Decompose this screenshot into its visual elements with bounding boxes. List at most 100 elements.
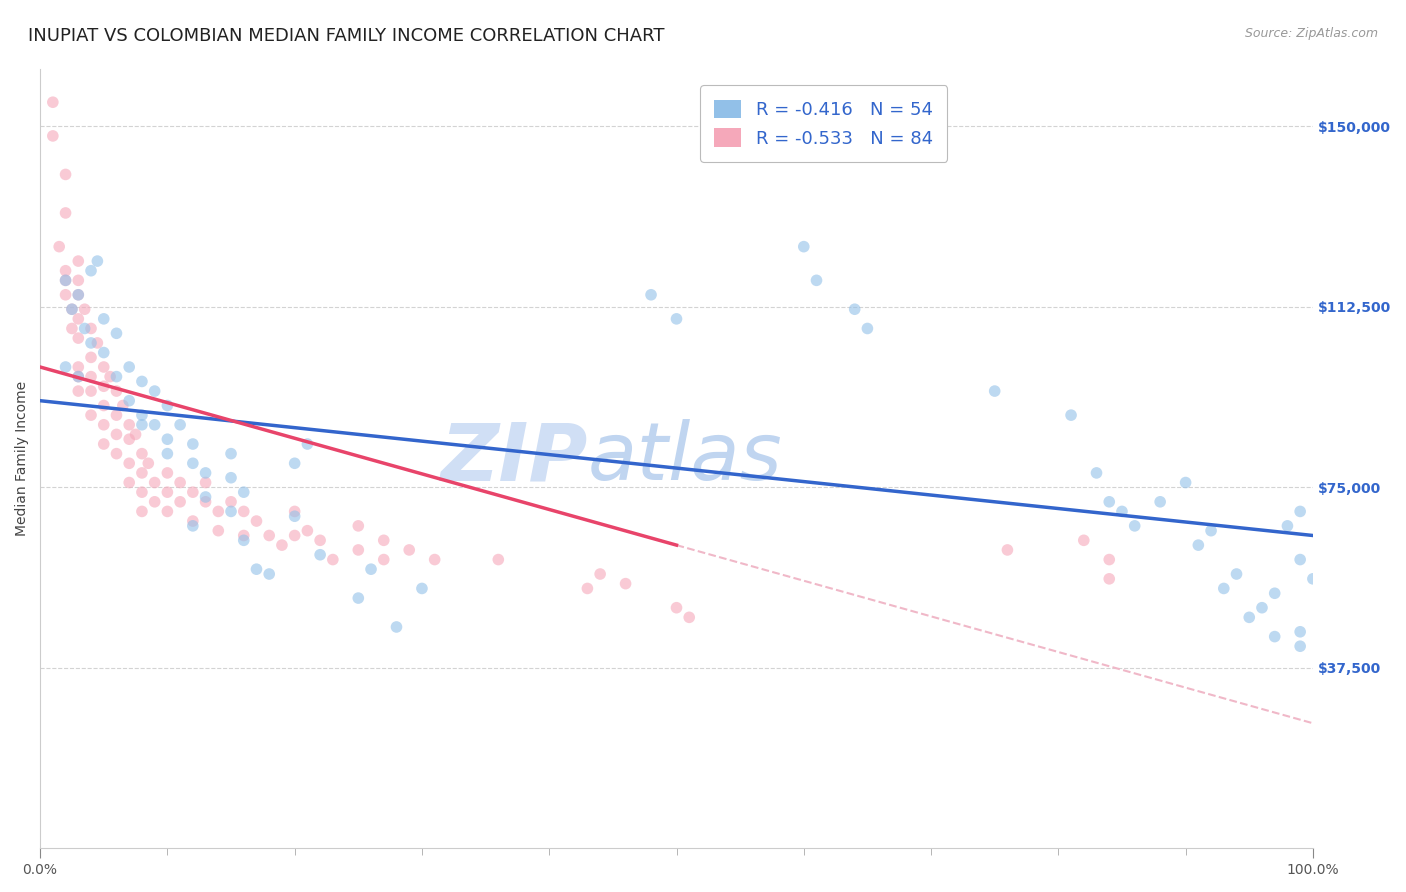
Point — [614, 576, 637, 591]
Point — [118, 432, 141, 446]
Point — [169, 475, 191, 490]
Point — [665, 311, 688, 326]
Point — [118, 456, 141, 470]
Point — [181, 437, 204, 451]
Point — [1289, 552, 1312, 566]
Point — [232, 533, 254, 548]
Point — [398, 543, 420, 558]
Text: ZIP: ZIP — [440, 419, 588, 498]
Point — [1289, 504, 1312, 518]
Point — [143, 384, 166, 398]
Point — [131, 417, 153, 432]
Point — [105, 369, 128, 384]
Point — [55, 287, 77, 301]
Point — [143, 417, 166, 432]
Point — [67, 287, 90, 301]
Point — [1060, 408, 1083, 422]
Point — [60, 321, 83, 335]
Point — [309, 548, 332, 562]
Point — [55, 206, 77, 220]
Point — [131, 466, 153, 480]
Point — [194, 495, 217, 509]
Point — [181, 519, 204, 533]
Point — [131, 408, 153, 422]
Point — [93, 417, 115, 432]
Point — [194, 490, 217, 504]
Point — [105, 447, 128, 461]
Point — [1277, 519, 1299, 533]
Point — [665, 600, 688, 615]
Point — [131, 504, 153, 518]
Text: INUPIAT VS COLOMBIAN MEDIAN FAMILY INCOME CORRELATION CHART: INUPIAT VS COLOMBIAN MEDIAN FAMILY INCOM… — [28, 27, 665, 45]
Point — [156, 432, 179, 446]
Point — [385, 620, 408, 634]
Point — [169, 495, 191, 509]
Point — [297, 437, 319, 451]
Point — [118, 417, 141, 432]
Point — [67, 369, 90, 384]
Point — [67, 311, 90, 326]
Point — [1123, 519, 1146, 533]
Point — [1225, 567, 1247, 582]
Point — [360, 562, 382, 576]
Point — [156, 485, 179, 500]
Point — [67, 359, 90, 374]
Point — [42, 95, 65, 110]
Point — [347, 543, 370, 558]
Point — [181, 485, 204, 500]
Point — [67, 254, 90, 268]
Point — [118, 359, 141, 374]
Point — [93, 379, 115, 393]
Point — [73, 321, 96, 335]
Point — [60, 302, 83, 317]
Point — [1302, 572, 1324, 586]
Point — [55, 168, 77, 182]
Point — [156, 504, 179, 518]
Point — [1239, 610, 1261, 624]
Point — [1085, 466, 1108, 480]
Point — [297, 524, 319, 538]
Point — [105, 384, 128, 398]
Point — [257, 567, 280, 582]
Point — [309, 533, 332, 548]
Point — [983, 384, 1005, 398]
Point — [1149, 495, 1171, 509]
Point — [169, 417, 191, 432]
Point — [1187, 538, 1209, 552]
Point — [1264, 586, 1286, 600]
Point — [80, 321, 103, 335]
Point — [232, 485, 254, 500]
Point — [93, 311, 115, 326]
Point — [105, 427, 128, 442]
Point — [1098, 495, 1121, 509]
Point — [219, 504, 242, 518]
Point — [42, 128, 65, 143]
Point — [86, 335, 108, 350]
Point — [856, 321, 879, 335]
Point — [93, 345, 115, 359]
Point — [93, 399, 115, 413]
Point — [1212, 582, 1234, 596]
Point — [93, 359, 115, 374]
Point — [284, 528, 307, 542]
Point — [678, 610, 700, 624]
Point — [232, 504, 254, 518]
Point — [589, 567, 612, 582]
Point — [124, 427, 146, 442]
Point — [793, 240, 815, 254]
Point — [67, 384, 90, 398]
Point — [55, 263, 77, 277]
Point — [67, 287, 90, 301]
Point — [67, 369, 90, 384]
Point — [143, 495, 166, 509]
Point — [1251, 600, 1274, 615]
Point — [1111, 504, 1133, 518]
Point — [232, 528, 254, 542]
Point — [1098, 552, 1121, 566]
Point — [181, 514, 204, 528]
Legend: R = -0.416   N = 54, R = -0.533   N = 84: R = -0.416 N = 54, R = -0.533 N = 84 — [700, 86, 948, 162]
Point — [423, 552, 446, 566]
Point — [55, 359, 77, 374]
Point — [80, 369, 103, 384]
Point — [284, 456, 307, 470]
